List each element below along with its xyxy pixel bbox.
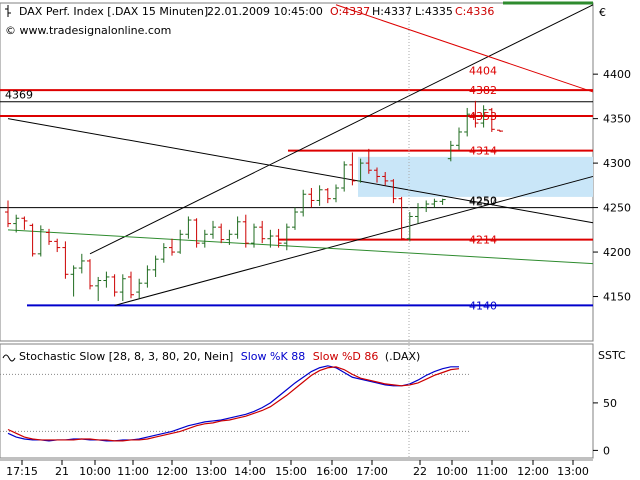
stochastic-y-axis: 0 50 <box>593 397 617 457</box>
stochastic-panel: Stochastic Slow [28, 8, 3, 80, 20, Nein]… <box>0 343 626 459</box>
y-tick-label: 4200 <box>603 246 631 259</box>
trendline-descending-resistance <box>7 118 594 224</box>
level-label-4214: 4214 <box>469 234 497 247</box>
stoch-legend-title: Stochastic Slow [28, 8, 3, 80, 20, Nein]… <box>19 350 420 363</box>
x-tick-label: 13:00 <box>195 465 227 478</box>
stoch-line-slowk <box>7 365 459 442</box>
chart-header: DAX Perf. Index [.DAX 15 Minuten] 22.01.… <box>5 1 606 37</box>
instrument-title: DAX Perf. Index [.DAX 15 Minuten] <box>19 5 208 18</box>
stochastic-panel-frame <box>0 343 594 459</box>
level-label-4140: 4140 <box>469 299 497 312</box>
trendlines-layer <box>7 4 594 306</box>
level-label-4314: 4314 <box>469 145 497 158</box>
stoch-y-tick-label: 50 <box>603 397 617 410</box>
x-tick-label: 16:00 <box>316 465 348 478</box>
level-label-4369: 4369 <box>5 89 33 102</box>
y-tick-label: 4400 <box>603 68 631 81</box>
x-tick-label: 11:00 <box>117 465 149 478</box>
level-label-4257: 4257 <box>469 195 497 208</box>
x-tick-label: 12:00 <box>517 465 549 478</box>
y-tick-label: 4150 <box>603 291 631 304</box>
y-tick-label: 4300 <box>603 157 631 170</box>
price-panel: 4404 4382 4369 4353 4314 4257 4250 4214 4140 415… <box>0 2 631 342</box>
x-tick-label: 22 <box>413 465 427 478</box>
stochastic-axis-title: SSTC <box>598 349 626 362</box>
time-axis: 17:15 21 10:00 11:00 12:00 13:00 14:00 15:00 16:… <box>0 3 593 478</box>
trendline-upper-channel <box>89 4 594 255</box>
level-label-4404: 4404 <box>469 65 497 78</box>
x-tick-label: 15:00 <box>275 465 307 478</box>
y-tick-label: 4350 <box>603 113 631 126</box>
stochastic-legend: Stochastic Slow [28, 8, 3, 80, 20, Nein]… <box>2 350 420 363</box>
y-tick-label: 4250 <box>603 202 631 215</box>
x-tick-label: 14:00 <box>234 465 266 478</box>
x-tick-label: 17:15 <box>6 465 38 478</box>
trendline-lower-channel <box>114 175 594 306</box>
header-close: C:4336 <box>455 5 494 18</box>
candlestick-icon <box>5 5 11 17</box>
currency-symbol: € <box>599 6 606 19</box>
x-tick-label: 12:00 <box>156 465 188 478</box>
candles-layer <box>5 100 503 301</box>
header-high: H:4337 <box>372 5 412 18</box>
zone-highlight <box>358 156 593 197</box>
stoch-y-tick-label: 0 <box>603 444 610 457</box>
price-y-axis: 4150 4200 4250 4300 4350 4400 <box>593 68 631 304</box>
level-label-4382: 4382 <box>469 84 497 97</box>
trendline-green-support <box>7 229 594 265</box>
x-tick-label: 10:00 <box>79 465 111 478</box>
x-tick-label: 17:00 <box>356 465 388 478</box>
x-tick-label: 10:00 <box>436 465 468 478</box>
level-label-4353: 4353 <box>469 110 497 123</box>
stochastic-lines <box>0 365 470 442</box>
x-tick-label: 13:00 <box>557 465 589 478</box>
stoch-line-slowd <box>7 366 460 442</box>
header-datetime: 22.01.2009 10:45:00 <box>207 5 323 18</box>
header-open: O:4337 <box>330 5 370 18</box>
watermark: © www.tradesignalonline.com <box>5 24 171 37</box>
oscillator-icon <box>2 354 16 362</box>
x-tick-label: 21 <box>55 465 69 478</box>
header-low: L:4335 <box>415 5 453 18</box>
x-tick-label: 11:00 <box>476 465 508 478</box>
trendline-red-falling <box>335 4 594 93</box>
